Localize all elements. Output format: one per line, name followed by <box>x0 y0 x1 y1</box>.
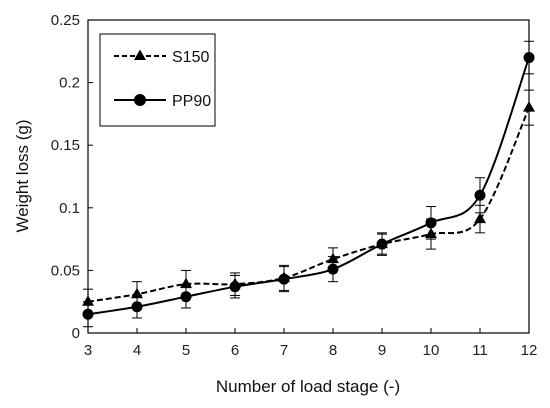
legend-circle-marker-icon <box>134 94 146 106</box>
data-point-s150 <box>523 101 535 112</box>
x-axis-ticks: 3 4 5 6 7 8 9 10 11 12 <box>84 328 538 359</box>
legend-box <box>99 33 216 127</box>
x-axis-title: Number of load stage (-) <box>216 377 400 396</box>
legend-label-s150: S150 <box>172 49 209 66</box>
x-tick-label: 10 <box>423 342 440 359</box>
y-axis-title: Weight loss (g) <box>13 119 32 232</box>
y-tick-label: 0.25 <box>51 12 80 29</box>
data-point-pp90 <box>180 291 192 303</box>
x-tick-label: 8 <box>329 342 337 359</box>
data-point-pp90 <box>523 52 535 64</box>
data-point-pp90 <box>425 217 437 229</box>
legend: S150 PP90 <box>99 33 216 127</box>
series-pp90 <box>82 40 535 328</box>
plot-area-frame <box>87 19 530 334</box>
x-tick-label: 12 <box>521 342 538 359</box>
data-point-s150 <box>82 295 94 306</box>
y-tick-label: 0.2 <box>59 75 80 92</box>
data-point-pp90 <box>474 189 486 201</box>
y-axis-ticks: 0 0.05 0.1 0.15 0.2 0.25 <box>51 12 93 342</box>
x-tick-label: 6 <box>231 342 239 359</box>
y-tick-label: 0.1 <box>59 200 80 217</box>
legend-triangle-marker-icon <box>134 49 146 60</box>
x-tick-label: 5 <box>182 342 190 359</box>
y-tick-label: 0 <box>72 325 80 342</box>
x-tick-label: 9 <box>378 342 386 359</box>
series-layer <box>82 40 535 328</box>
x-tick-label: 3 <box>84 342 92 359</box>
x-tick-label: 4 <box>133 342 141 359</box>
data-point-pp90 <box>131 301 143 313</box>
data-point-pp90 <box>229 281 241 293</box>
series-line-s150 <box>87 107 530 303</box>
data-point-pp90 <box>278 273 290 285</box>
x-tick-label: 7 <box>280 342 288 359</box>
data-point-pp90 <box>327 263 339 275</box>
y-tick-label: 0.05 <box>51 262 80 279</box>
data-point-pp90 <box>82 308 94 320</box>
x-tick-label: 11 <box>472 342 488 359</box>
y-tick-label: 0.15 <box>51 137 80 154</box>
data-point-s150 <box>474 212 486 224</box>
legend-label-pp90: PP90 <box>172 93 211 110</box>
data-point-pp90 <box>376 238 388 250</box>
